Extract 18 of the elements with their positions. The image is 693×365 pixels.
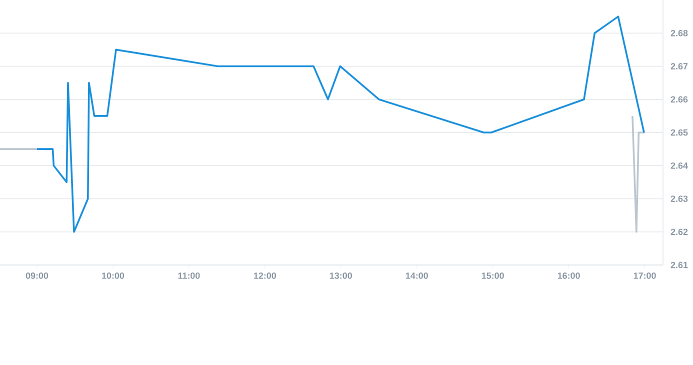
y-tick-label: 2.67 (670, 63, 688, 70)
y-tick-label: 2.66 (670, 96, 688, 103)
line-series (36, 16, 645, 233)
x-tick-label: 17:00 (634, 272, 656, 279)
x-tick-label: 09:00 (26, 272, 48, 279)
x-tick-label: 16:00 (558, 272, 580, 279)
x-tick-label: 13:00 (330, 272, 352, 279)
x-tick-label: 15:00 (482, 272, 504, 279)
y-tick-label: 2.62 (670, 228, 688, 236)
x-tick-label: 10:00 (102, 272, 124, 279)
x-tick-label: 11:00 (178, 272, 200, 279)
y-tick-label: 2.63 (670, 196, 688, 202)
x-tick-label: 12:00 (254, 272, 276, 279)
y-tick-label: 2.68 (670, 30, 688, 36)
y-tick-label: 2.65 (670, 129, 688, 136)
y-tick-label: 2.61 (670, 262, 688, 268)
y-tick-label: 2.64 (670, 162, 688, 169)
x-tick-label: 14:00 (406, 272, 428, 279)
